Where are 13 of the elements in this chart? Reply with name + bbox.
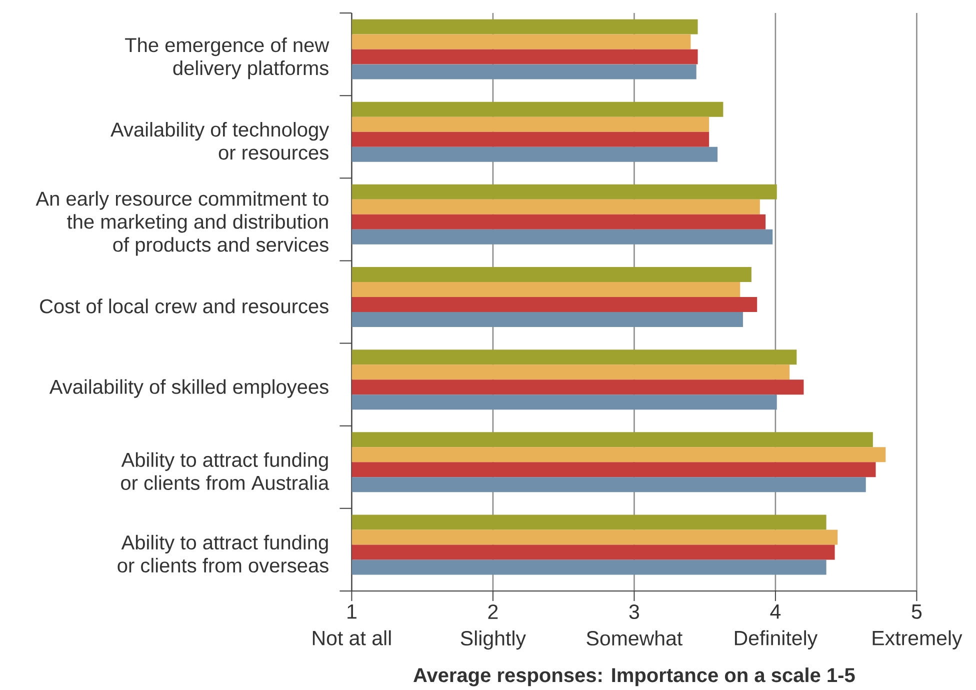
y-tick-label: Cost of local crew and resources [40, 298, 328, 314]
y-tick-label: Ability to attract funding or clients from Australia [121, 452, 330, 490]
x-tick-label: 2 Slightly [460, 604, 526, 650]
y-tick-label: An early resource commitment to the marketing and distribution of products and services [36, 191, 328, 256]
y-tick-label: Availability of skilled employees [49, 379, 328, 398]
y-tick-label: Ability to attract funding or clients from overseas [118, 534, 328, 573]
y-tick-label: Availability of technology or resources [110, 122, 330, 160]
x-tick-label: 3 Somewhat [586, 604, 682, 646]
x-axis-title: Average responses: Importance on a scale 1-5 [414, 668, 855, 686]
y-tick-label: The emergence of new delivery platforms [125, 37, 330, 80]
x-tick-label: 5 Extremely [872, 604, 962, 650]
x-tick-label: 4 Definitely [734, 604, 818, 650]
x-tick-label: 1 Not at all [312, 604, 391, 646]
